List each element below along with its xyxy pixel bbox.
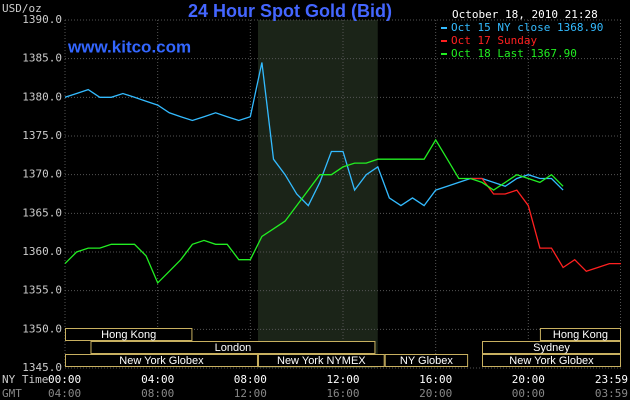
data-line bbox=[470, 177, 621, 273]
x-axis-label: NY Time bbox=[2, 373, 48, 386]
y-tick-label: 1380.0 bbox=[22, 90, 62, 103]
session-label: Hong Kong bbox=[101, 329, 156, 341]
session-label: NY Globex bbox=[400, 355, 453, 367]
session-label: London bbox=[215, 342, 252, 354]
x-tick-label: 08:00 bbox=[141, 387, 174, 400]
session-box bbox=[65, 328, 193, 341]
x-tick-label: 04:00 bbox=[48, 387, 81, 400]
x-tick-label: 08:00 bbox=[234, 373, 267, 386]
y-tick-label: 1355.0 bbox=[22, 284, 62, 297]
x-tick-label: 00:00 bbox=[48, 373, 81, 386]
y-tick-label: 1375.0 bbox=[22, 129, 62, 142]
legend-label: Oct 17 Sunday bbox=[451, 34, 537, 47]
x-tick-label: 16:00 bbox=[326, 387, 359, 400]
date-label: October 18, 2010 21:28 bbox=[452, 8, 598, 21]
y-tick-label: 1360.0 bbox=[22, 245, 62, 258]
x-tick-label: 04:00 bbox=[141, 373, 174, 386]
session-label: Sydney bbox=[533, 342, 570, 354]
y-tick-label: 1345.0 bbox=[22, 361, 62, 374]
x-tick-label: 20:00 bbox=[512, 373, 545, 386]
session-box bbox=[482, 341, 621, 354]
session-box bbox=[539, 328, 622, 341]
x-tick-label: 12:00 bbox=[326, 373, 359, 386]
x-tick-label: 23:59 bbox=[595, 373, 628, 386]
legend-label: Oct 15 NY close 1368.90 bbox=[451, 21, 603, 34]
y-tick-label: 1385.0 bbox=[22, 52, 62, 65]
y-tick-label: 1390.0 bbox=[22, 13, 62, 26]
x-tick-label: 00:00 bbox=[512, 387, 545, 400]
y-tick-label: 1350.0 bbox=[22, 322, 62, 335]
session-box bbox=[65, 354, 258, 367]
y-tick-label: 1365.0 bbox=[22, 206, 62, 219]
x-tick-label: 12:00 bbox=[234, 387, 267, 400]
data-line bbox=[64, 138, 564, 285]
session-box bbox=[482, 354, 621, 367]
legend-label: Oct 18 Last 1367.90 bbox=[451, 47, 577, 60]
x-tick-label: 03:59 bbox=[595, 387, 628, 400]
session-label: New York Globex bbox=[119, 355, 204, 367]
chart-title: 24 Hour Spot Gold (Bid) bbox=[188, 1, 392, 21]
session-label: Hong Kong bbox=[553, 329, 608, 341]
session-label: New York Globex bbox=[509, 355, 594, 367]
session-box bbox=[257, 354, 385, 367]
session-box bbox=[90, 341, 376, 354]
y-unit: USD/oz bbox=[2, 2, 42, 15]
highlight-band bbox=[257, 20, 378, 368]
y-tick-label: 1370.0 bbox=[22, 168, 62, 181]
x-tick-label: 20:00 bbox=[419, 387, 452, 400]
x-tick-label: 16:00 bbox=[419, 373, 452, 386]
x-axis-label: GMT bbox=[2, 387, 22, 400]
session-box bbox=[384, 354, 469, 367]
session-label: New York NYMEX bbox=[277, 355, 366, 367]
source-label: www.kitco.com bbox=[67, 37, 191, 56]
